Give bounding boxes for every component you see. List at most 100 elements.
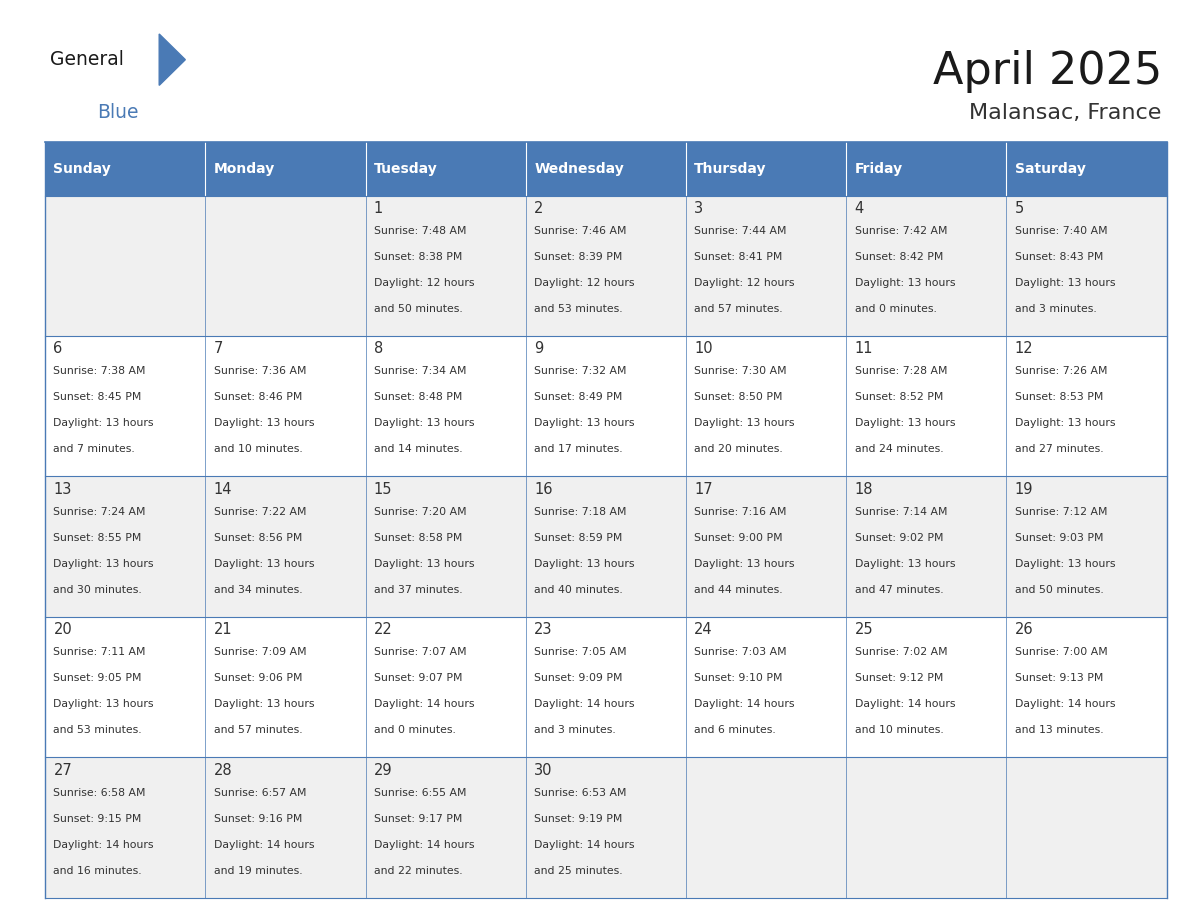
Bar (45, 336, 1167, 476)
Text: 30: 30 (535, 763, 552, 778)
Text: and 53 minutes.: and 53 minutes. (53, 725, 143, 735)
Text: 21: 21 (214, 622, 233, 637)
Text: 24: 24 (694, 622, 713, 637)
Bar (1006, 142, 1167, 196)
Text: and 27 minutes.: and 27 minutes. (1015, 444, 1104, 454)
Text: 3: 3 (694, 201, 703, 216)
Text: Sunset: 8:45 PM: Sunset: 8:45 PM (53, 392, 141, 402)
Text: Daylight: 14 hours: Daylight: 14 hours (214, 840, 314, 850)
Text: Sunset: 8:46 PM: Sunset: 8:46 PM (214, 392, 302, 402)
Text: Sunset: 8:38 PM: Sunset: 8:38 PM (374, 252, 462, 262)
Text: Daylight: 14 hours: Daylight: 14 hours (535, 700, 634, 710)
Text: and 16 minutes.: and 16 minutes. (53, 866, 143, 876)
Text: Daylight: 13 hours: Daylight: 13 hours (1015, 419, 1116, 429)
Bar (526, 142, 685, 196)
Bar (685, 142, 846, 196)
Text: Sunset: 8:58 PM: Sunset: 8:58 PM (374, 532, 462, 543)
Text: Sunset: 8:53 PM: Sunset: 8:53 PM (1015, 392, 1104, 402)
Text: Wednesday: Wednesday (535, 162, 624, 176)
Text: and 6 minutes.: and 6 minutes. (694, 725, 776, 735)
Text: 10: 10 (694, 341, 713, 356)
Text: Sunrise: 7:32 AM: Sunrise: 7:32 AM (535, 366, 626, 376)
Text: Sunrise: 7:07 AM: Sunrise: 7:07 AM (374, 647, 467, 657)
Text: Sunrise: 7:48 AM: Sunrise: 7:48 AM (374, 226, 467, 236)
Text: 26: 26 (1015, 622, 1034, 637)
Text: April 2025: April 2025 (933, 50, 1162, 94)
Text: Sunrise: 7:03 AM: Sunrise: 7:03 AM (694, 647, 786, 657)
Text: Daylight: 14 hours: Daylight: 14 hours (53, 840, 154, 850)
Text: and 0 minutes.: and 0 minutes. (374, 725, 456, 735)
Text: Daylight: 13 hours: Daylight: 13 hours (1015, 559, 1116, 569)
Text: and 10 minutes.: and 10 minutes. (214, 444, 303, 454)
Text: Daylight: 13 hours: Daylight: 13 hours (214, 419, 314, 429)
Text: and 34 minutes.: and 34 minutes. (214, 585, 302, 595)
Text: Sunrise: 7:16 AM: Sunrise: 7:16 AM (694, 507, 786, 517)
Text: and 14 minutes.: and 14 minutes. (374, 444, 462, 454)
Text: 9: 9 (535, 341, 543, 356)
Text: Daylight: 14 hours: Daylight: 14 hours (694, 700, 795, 710)
Text: General: General (50, 50, 124, 69)
Text: Friday: Friday (854, 162, 903, 176)
Bar (45, 757, 1167, 898)
Text: Sunrise: 6:53 AM: Sunrise: 6:53 AM (535, 788, 626, 798)
Text: and 57 minutes.: and 57 minutes. (214, 725, 302, 735)
Bar (45, 196, 1167, 336)
Text: and 13 minutes.: and 13 minutes. (1015, 725, 1104, 735)
Text: Sunrise: 7:14 AM: Sunrise: 7:14 AM (854, 507, 947, 517)
Text: Daylight: 13 hours: Daylight: 13 hours (214, 700, 314, 710)
Text: Daylight: 14 hours: Daylight: 14 hours (374, 840, 474, 850)
Text: Sunset: 8:59 PM: Sunset: 8:59 PM (535, 532, 623, 543)
Text: and 25 minutes.: and 25 minutes. (535, 866, 623, 876)
Text: Sunrise: 7:22 AM: Sunrise: 7:22 AM (214, 507, 307, 517)
Text: Daylight: 13 hours: Daylight: 13 hours (1015, 278, 1116, 288)
Text: Sunset: 9:15 PM: Sunset: 9:15 PM (53, 813, 141, 823)
Text: Daylight: 13 hours: Daylight: 13 hours (214, 559, 314, 569)
Text: 25: 25 (854, 622, 873, 637)
Text: and 0 minutes.: and 0 minutes. (854, 304, 936, 314)
Bar (45, 476, 1167, 617)
Text: Daylight: 13 hours: Daylight: 13 hours (535, 559, 634, 569)
Text: and 44 minutes.: and 44 minutes. (694, 585, 783, 595)
Text: Daylight: 14 hours: Daylight: 14 hours (374, 700, 474, 710)
Text: Sunrise: 7:40 AM: Sunrise: 7:40 AM (1015, 226, 1107, 236)
Text: Sunday: Sunday (53, 162, 112, 176)
Text: Sunset: 9:13 PM: Sunset: 9:13 PM (1015, 673, 1104, 683)
Text: Sunrise: 7:38 AM: Sunrise: 7:38 AM (53, 366, 146, 376)
Text: 27: 27 (53, 763, 72, 778)
Text: 29: 29 (374, 763, 392, 778)
Text: and 22 minutes.: and 22 minutes. (374, 866, 462, 876)
Text: Tuesday: Tuesday (374, 162, 437, 176)
Text: 12: 12 (1015, 341, 1034, 356)
Text: 1: 1 (374, 201, 384, 216)
Text: 6: 6 (53, 341, 63, 356)
Text: Daylight: 13 hours: Daylight: 13 hours (53, 559, 154, 569)
Text: Daylight: 12 hours: Daylight: 12 hours (374, 278, 474, 288)
Text: Sunset: 9:00 PM: Sunset: 9:00 PM (694, 532, 783, 543)
Text: and 19 minutes.: and 19 minutes. (214, 866, 302, 876)
Text: Sunrise: 7:05 AM: Sunrise: 7:05 AM (535, 647, 627, 657)
Text: Sunset: 9:19 PM: Sunset: 9:19 PM (535, 813, 623, 823)
Text: Sunset: 9:03 PM: Sunset: 9:03 PM (1015, 532, 1104, 543)
Text: Sunrise: 7:42 AM: Sunrise: 7:42 AM (854, 226, 947, 236)
Text: Sunrise: 7:11 AM: Sunrise: 7:11 AM (53, 647, 146, 657)
Text: Sunrise: 7:36 AM: Sunrise: 7:36 AM (214, 366, 307, 376)
Text: and 57 minutes.: and 57 minutes. (694, 304, 783, 314)
Bar (206, 142, 366, 196)
Text: and 20 minutes.: and 20 minutes. (694, 444, 783, 454)
Text: Daylight: 13 hours: Daylight: 13 hours (53, 419, 154, 429)
Text: 5: 5 (1015, 201, 1024, 216)
Text: Daylight: 12 hours: Daylight: 12 hours (535, 278, 634, 288)
Text: and 7 minutes.: and 7 minutes. (53, 444, 135, 454)
Text: 11: 11 (854, 341, 873, 356)
Text: Sunset: 9:07 PM: Sunset: 9:07 PM (374, 673, 462, 683)
Text: Sunset: 9:02 PM: Sunset: 9:02 PM (854, 532, 943, 543)
Text: 16: 16 (535, 482, 552, 497)
Text: Sunrise: 7:26 AM: Sunrise: 7:26 AM (1015, 366, 1107, 376)
Text: Sunrise: 7:44 AM: Sunrise: 7:44 AM (694, 226, 786, 236)
Text: 8: 8 (374, 341, 384, 356)
Text: Malansac, France: Malansac, France (969, 103, 1162, 123)
Bar (45, 142, 206, 196)
Text: Sunrise: 6:57 AM: Sunrise: 6:57 AM (214, 788, 307, 798)
Text: Saturday: Saturday (1015, 162, 1086, 176)
Text: and 37 minutes.: and 37 minutes. (374, 585, 462, 595)
